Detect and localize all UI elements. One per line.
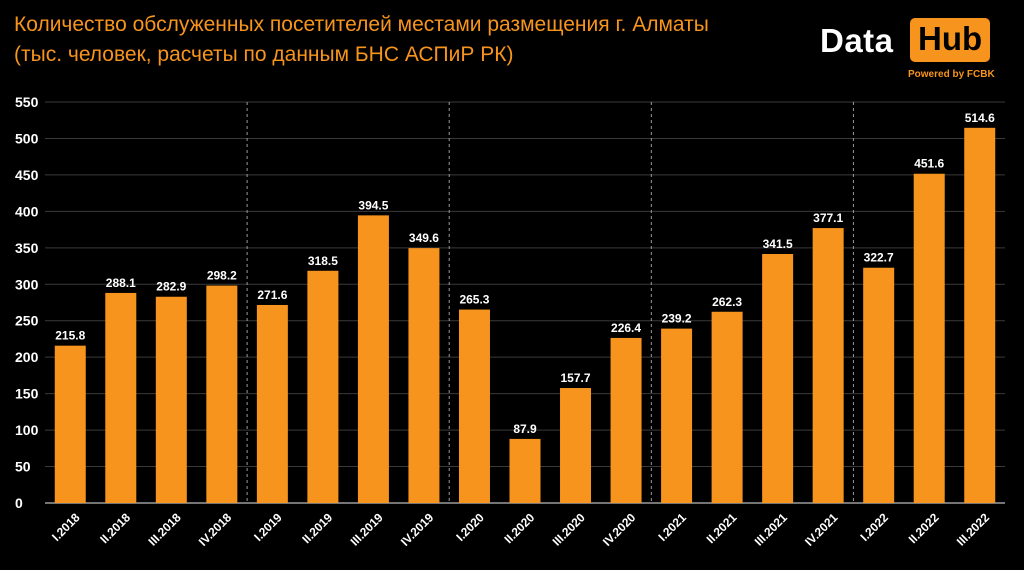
logo-powered-text: Powered by FCBK [908,69,995,80]
bar [913,173,945,503]
bar [408,248,440,503]
bar [307,270,339,503]
bar-value-label: 318.5 [308,254,338,268]
bar [610,337,642,503]
bar [762,254,794,503]
x-tick-label: I.2019 [251,510,285,544]
y-tick-label: 300 [15,276,39,292]
bar-value-label: 265.3 [459,293,489,307]
bar [105,292,137,503]
y-tick-label: 150 [15,386,39,402]
bar-value-label: 341.5 [763,237,793,251]
bar-value-label: 282.9 [156,280,186,294]
datahub-logo: Data Hub Powered by FCBK [816,12,1004,84]
y-tick-label: 100 [15,422,39,438]
x-tick-label: II.2021 [704,510,740,546]
chart-title-line1: Количество обслуженных посетителей места… [14,13,709,36]
x-tick-label: IV.2020 [600,510,639,549]
bar-value-label: 262.3 [712,295,742,309]
x-tick-label: IV.2021 [802,510,841,549]
y-tick-label: 250 [15,313,39,329]
bar [509,438,541,503]
bar-value-label: 288.1 [106,276,136,290]
x-tick-label: III.2021 [752,510,790,548]
y-tick-label: 200 [15,349,39,365]
x-tick-label: II.2020 [501,510,537,546]
bar-value-label: 87.9 [513,422,537,436]
logo-hub-text: Hub [910,18,991,62]
bar [458,309,490,503]
x-tick-label: II.2019 [299,510,335,546]
x-tick-label: IV.2018 [196,510,235,549]
bar [964,127,996,503]
x-tick-label: IV.2019 [398,510,437,549]
bar-value-label: 322.7 [864,251,894,265]
y-tick-label: 400 [15,203,39,219]
bar [812,228,844,503]
y-tick-label: 50 [15,459,31,475]
chart-title: Количество обслуженных посетителей места… [14,10,709,70]
bar-value-label: 239.2 [662,312,692,326]
y-tick-label: 550 [15,94,39,110]
logo-data-text: Data [820,22,894,59]
bar-value-label: 226.4 [611,321,641,335]
x-tick-label: II.2022 [906,510,942,546]
bar [711,311,743,503]
x-tick-label: I.2021 [655,510,689,544]
bar [357,215,389,503]
x-tick-label: II.2018 [97,510,133,546]
bar [863,267,895,503]
bar-value-label: 349.6 [409,231,439,245]
bar-value-label: 298.2 [207,269,237,283]
x-tick-label: III.2022 [954,510,992,548]
x-tick-label: III.2020 [550,510,588,548]
x-tick-label: III.2019 [348,510,386,548]
bar [155,296,187,503]
bar-value-label: 451.6 [914,157,944,171]
bar-value-label: 377.1 [813,211,843,225]
y-tick-label: 450 [15,167,39,183]
x-tick-label: III.2018 [145,510,183,548]
bar [256,304,288,503]
y-tick-label: 500 [15,130,39,146]
bar-value-label: 271.6 [257,288,287,302]
chart-title-line2: (тыс. человек, расчеты по данным БНС АСП… [14,43,514,66]
bar [661,328,693,503]
x-tick-label: I.2020 [453,510,487,544]
bar-value-label: 215.8 [55,329,85,343]
bar [206,285,238,503]
y-tick-label: 350 [15,240,39,256]
x-tick-label: I.2018 [49,510,83,544]
bar-value-label: 394.5 [358,198,388,212]
bar-value-label: 157.7 [561,371,591,385]
bar [54,345,86,503]
x-tick-label: I.2022 [858,510,892,544]
y-tick-label: 0 [15,495,23,511]
bar-value-label: 514.6 [965,111,995,125]
bar [560,388,592,503]
